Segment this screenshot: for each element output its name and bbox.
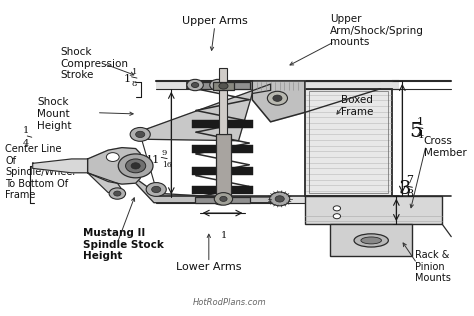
Ellipse shape <box>361 237 382 244</box>
Bar <box>213 82 234 90</box>
Bar <box>219 68 228 134</box>
Bar <box>309 91 388 193</box>
Polygon shape <box>136 179 284 203</box>
Circle shape <box>273 95 282 101</box>
Circle shape <box>333 206 340 211</box>
Circle shape <box>136 131 145 137</box>
Text: 16: 16 <box>162 161 172 168</box>
Text: Upper Arms: Upper Arms <box>182 16 247 26</box>
Circle shape <box>219 83 228 89</box>
Circle shape <box>333 214 340 219</box>
Circle shape <box>114 191 121 196</box>
Polygon shape <box>136 84 271 141</box>
Text: 1: 1 <box>221 231 227 240</box>
Circle shape <box>214 193 233 205</box>
Circle shape <box>146 183 166 196</box>
Bar <box>195 197 250 203</box>
Text: 1: 1 <box>132 68 137 76</box>
Bar <box>192 120 253 128</box>
Text: HotRodPlans.com: HotRodPlans.com <box>192 298 266 307</box>
Text: Lower Arms: Lower Arms <box>176 262 242 271</box>
Bar <box>156 196 399 203</box>
Text: Center Line
Of
Spindle/Wheel
To Bottom Of
Frame: Center Line Of Spindle/Wheel To Bottom O… <box>5 144 75 200</box>
Text: 8: 8 <box>132 80 137 88</box>
Bar <box>305 196 442 224</box>
Text: 5: 5 <box>409 122 422 141</box>
Circle shape <box>191 82 199 88</box>
Text: 3: 3 <box>399 180 411 198</box>
Circle shape <box>275 196 284 202</box>
Circle shape <box>214 82 222 88</box>
Text: Cross
Member: Cross Member <box>424 136 466 158</box>
Text: 9: 9 <box>162 149 167 157</box>
Circle shape <box>130 127 150 141</box>
Circle shape <box>210 79 226 91</box>
Polygon shape <box>88 173 122 193</box>
Text: 1: 1 <box>417 117 424 126</box>
Circle shape <box>152 186 161 193</box>
Polygon shape <box>33 159 88 173</box>
Text: Rack &
Pinion
Mounts: Rack & Pinion Mounts <box>415 250 450 283</box>
Circle shape <box>213 195 228 205</box>
Bar <box>192 186 253 194</box>
Text: 1: 1 <box>123 74 131 84</box>
Text: 4: 4 <box>23 139 29 148</box>
Bar <box>192 167 253 175</box>
Bar <box>192 145 253 153</box>
Bar <box>330 224 412 256</box>
Text: 7: 7 <box>406 175 413 185</box>
Circle shape <box>109 188 126 199</box>
Text: 11: 11 <box>146 155 160 165</box>
Text: 8: 8 <box>406 189 413 199</box>
Text: Upper
Arm/Shock/Spring
mounts: Upper Arm/Shock/Spring mounts <box>330 14 424 47</box>
Circle shape <box>220 196 227 201</box>
Bar <box>216 134 231 197</box>
Bar <box>156 81 399 89</box>
Bar <box>195 82 250 89</box>
Text: Shock
Compression
Stroke: Shock Compression Stroke <box>60 47 128 80</box>
Circle shape <box>270 192 290 206</box>
Polygon shape <box>88 148 140 184</box>
Circle shape <box>187 79 203 91</box>
Ellipse shape <box>354 234 388 247</box>
Circle shape <box>267 91 288 105</box>
Text: Mustang II
Spindle Stock
Height: Mustang II Spindle Stock Height <box>83 228 164 261</box>
Text: Shock
Mount
Height: Shock Mount Height <box>37 97 72 131</box>
Text: Boxed
Frame: Boxed Frame <box>341 95 374 117</box>
Bar <box>305 89 392 196</box>
Circle shape <box>131 163 140 169</box>
Circle shape <box>106 153 119 161</box>
Text: 1: 1 <box>23 126 29 135</box>
Circle shape <box>126 159 146 173</box>
Polygon shape <box>252 81 305 122</box>
Circle shape <box>118 154 153 178</box>
Text: 4: 4 <box>417 130 424 140</box>
